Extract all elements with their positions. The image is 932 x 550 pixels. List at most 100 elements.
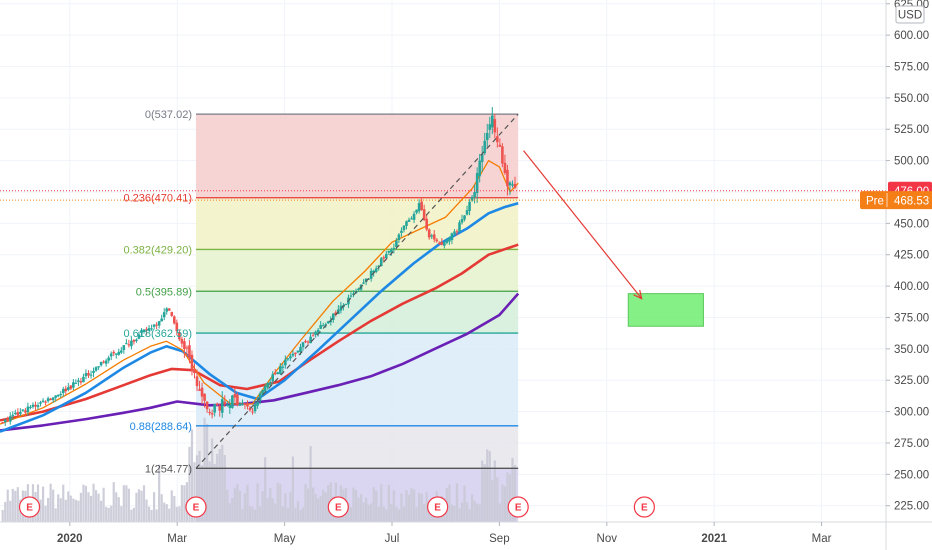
earnings-icon[interactable] bbox=[507, 496, 529, 518]
volume-bar bbox=[372, 486, 375, 522]
candle-body bbox=[501, 146, 504, 164]
candle-body bbox=[301, 342, 305, 348]
volume-bar bbox=[405, 489, 408, 522]
earnings-label: E bbox=[193, 503, 200, 514]
volume-bar bbox=[39, 499, 42, 522]
volume-bar bbox=[349, 507, 353, 522]
volume-bar bbox=[410, 488, 413, 522]
price-tick-label: 375.00 bbox=[894, 312, 929, 324]
candle-body bbox=[180, 338, 184, 344]
candle-body bbox=[450, 233, 454, 241]
volume-bar bbox=[208, 461, 211, 522]
currency-badge[interactable] bbox=[895, 5, 925, 24]
candle-body bbox=[473, 192, 476, 197]
volume-bar bbox=[465, 502, 469, 522]
candle-body bbox=[238, 403, 242, 406]
candle-body bbox=[460, 219, 464, 223]
candle-body bbox=[198, 389, 201, 391]
candle-body bbox=[11, 414, 15, 417]
earnings-icon[interactable] bbox=[327, 496, 349, 518]
volume-bar bbox=[400, 493, 403, 522]
candle-body bbox=[276, 372, 280, 374]
candle-body bbox=[44, 401, 47, 403]
volume-bar bbox=[395, 506, 398, 522]
candle-body bbox=[157, 321, 161, 326]
volume-bar bbox=[41, 486, 45, 522]
candle-body bbox=[21, 409, 25, 411]
volume-bar bbox=[309, 446, 312, 522]
volume-bar bbox=[347, 503, 350, 522]
drawings[interactable] bbox=[195, 113, 704, 469]
candle-body bbox=[49, 398, 52, 401]
candle-body bbox=[208, 412, 211, 414]
volume-bar bbox=[94, 490, 98, 522]
candle-body bbox=[390, 249, 393, 253]
candle-body bbox=[470, 196, 474, 201]
candle-body bbox=[316, 329, 320, 333]
candle-body bbox=[99, 361, 103, 366]
earnings-label: E bbox=[335, 503, 342, 514]
candle-body bbox=[155, 324, 158, 326]
volume-bar bbox=[132, 507, 136, 522]
candle-body bbox=[51, 397, 55, 401]
candle-body bbox=[122, 345, 126, 351]
price-tick-label: 625.00 bbox=[894, 0, 929, 11]
candle-body bbox=[304, 340, 307, 343]
candle-body bbox=[188, 345, 191, 358]
volume-bar bbox=[135, 492, 138, 522]
candle-body bbox=[422, 209, 426, 220]
volume-bar bbox=[269, 488, 272, 522]
earnings-icon[interactable] bbox=[633, 496, 655, 518]
volume-bar bbox=[170, 490, 173, 522]
candle-body bbox=[54, 395, 57, 398]
candle-body bbox=[448, 238, 451, 242]
candle-body bbox=[31, 404, 35, 407]
price-tick-label: 275.00 bbox=[894, 438, 929, 450]
candle-body bbox=[87, 372, 90, 376]
candle-body bbox=[102, 361, 105, 363]
volume-bar bbox=[463, 485, 466, 522]
earnings-label: E bbox=[26, 503, 33, 514]
volume-bar bbox=[87, 492, 90, 522]
candle-body bbox=[458, 222, 461, 232]
candle-body bbox=[407, 219, 411, 222]
candle-body bbox=[16, 412, 20, 416]
candle-body bbox=[468, 201, 471, 211]
volume-bar bbox=[241, 509, 244, 522]
earnings-icon[interactable] bbox=[185, 496, 207, 518]
candle-body bbox=[200, 387, 204, 397]
candle-body bbox=[432, 234, 436, 240]
volume-bar bbox=[248, 506, 252, 522]
volume-bar bbox=[62, 484, 65, 522]
earnings-icon[interactable] bbox=[427, 496, 449, 518]
fibonacci-labels: 0(537.02) 0.236(470.41) 0.382(429.20) 0.5(3… bbox=[123, 109, 192, 475]
price-lines bbox=[0, 190, 886, 201]
candle-body bbox=[135, 339, 138, 341]
candle-body bbox=[64, 388, 68, 392]
volume-bar bbox=[266, 498, 269, 522]
candle-body bbox=[41, 400, 45, 403]
volume-bar bbox=[11, 488, 14, 522]
price-tick-label: 225.00 bbox=[894, 501, 929, 513]
ma-blue-line bbox=[0, 202, 519, 433]
volume-bar bbox=[455, 483, 459, 522]
earnings-icon[interactable] bbox=[18, 496, 41, 518]
candle-body bbox=[193, 369, 196, 373]
volume-bar bbox=[97, 493, 100, 522]
volume-bar bbox=[296, 501, 300, 522]
candle-body bbox=[170, 312, 174, 316]
volume-bar bbox=[74, 499, 77, 522]
candle-body bbox=[493, 119, 497, 133]
candle-body bbox=[430, 235, 434, 237]
volume-bar bbox=[481, 460, 484, 522]
volume-bar bbox=[261, 491, 264, 522]
candle-body bbox=[241, 403, 244, 406]
candle-body bbox=[34, 404, 37, 407]
candle-body bbox=[387, 250, 391, 253]
dashed-trendline bbox=[195, 113, 519, 469]
candle-body bbox=[150, 328, 153, 330]
volume-bar bbox=[460, 502, 464, 522]
